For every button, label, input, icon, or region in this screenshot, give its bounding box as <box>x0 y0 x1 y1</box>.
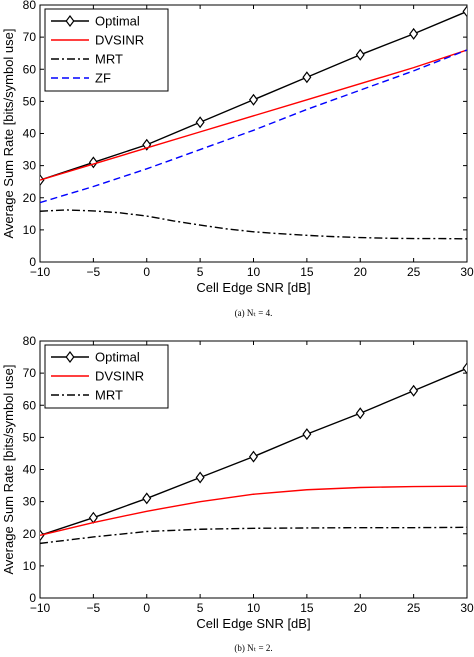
x-tick-label: 15 <box>300 265 314 279</box>
data-point-optimal <box>88 511 98 524</box>
legend-label-mrt: MRT <box>95 388 123 403</box>
y-tick-label: 40 <box>23 463 37 477</box>
x-tick-label: 20 <box>354 601 368 615</box>
series-dvsinr <box>40 49 467 181</box>
legend: Optimal DVSINR MRT ZF <box>44 8 169 92</box>
y-tick-label: 80 <box>23 334 37 348</box>
legend-marker-optimal <box>65 351 75 363</box>
legend-label-mrt: MRT <box>95 52 123 67</box>
x-tick-label: 5 <box>197 601 204 615</box>
x-tick-label: −5 <box>87 265 101 279</box>
legend-label-dvsinr: DVSINR <box>95 33 144 48</box>
chart-a: −10 −5 0 5 10 15 20 25 30 0 10 20 30 40 50 60 70 80 Cell E… <box>1 0 474 318</box>
data-point-optimal <box>462 362 467 375</box>
x-tick-label: 15 <box>300 601 314 615</box>
data-point-optimal <box>195 116 205 129</box>
series-dvsinr <box>40 485 467 537</box>
series-optimal <box>40 362 467 542</box>
y-tick-label: 20 <box>23 527 37 541</box>
data-point-optimal <box>249 450 258 463</box>
y-tick-label: 80 <box>23 0 37 12</box>
y-tick-label: 30 <box>23 159 37 173</box>
data-point-optimal <box>462 5 467 18</box>
y-tick-label: 40 <box>23 127 37 141</box>
data-point-optimal <box>302 428 312 441</box>
series-zf <box>40 49 467 204</box>
data-point-optimal <box>195 471 205 484</box>
data-point-optimal <box>249 93 258 106</box>
data-point-optimal <box>142 492 152 505</box>
x-tick-label: −10 <box>30 601 51 615</box>
data-point-optimal <box>409 27 419 40</box>
legend-label-optimal: Optimal <box>95 14 140 29</box>
series-optimal <box>40 5 467 187</box>
x-tick-label: 25 <box>407 265 421 279</box>
x-tick-label: 30 <box>460 265 474 279</box>
chart-b: −10 −5 0 5 10 15 20 25 30 0 10 20 30 40 50 60 70 80 Cell E… <box>1 334 474 653</box>
legend-label-dvsinr: DVSINR <box>95 369 144 384</box>
data-point-optimal <box>302 71 312 84</box>
data-point-optimal <box>88 156 98 169</box>
data-point-optimal <box>409 384 419 397</box>
x-tick-label: 30 <box>460 601 474 615</box>
x-tick-label: −10 <box>30 265 51 279</box>
y-tick-label: 30 <box>23 495 37 509</box>
x-tick-label: 25 <box>407 601 421 615</box>
series-line-mrt <box>40 209 467 240</box>
series-line-zf <box>40 49 467 204</box>
y-tick-label: 20 <box>23 191 37 205</box>
x-tick-label: 5 <box>197 265 204 279</box>
x-axis-label: Cell Edge SNR [dB] <box>196 616 310 631</box>
series-line-dvsinr <box>40 485 467 537</box>
y-tick-label: 50 <box>23 94 37 108</box>
legend-box <box>44 344 169 409</box>
x-tick-label: 20 <box>354 265 368 279</box>
y-tick-label: 60 <box>23 398 37 412</box>
legend-label-optimal: Optimal <box>95 350 140 365</box>
y-tick-label: 0 <box>29 591 36 605</box>
data-point-optimal <box>355 407 365 420</box>
series-line-mrt <box>40 526 467 545</box>
x-tick-label: 0 <box>143 601 150 615</box>
y-tick-label: 50 <box>23 430 37 444</box>
y-tick-label: 70 <box>23 366 37 380</box>
series-line-dvsinr <box>40 49 467 181</box>
chart-caption: (a) Nₜ = 4. <box>235 308 273 318</box>
y-axis-label: Average Sum Rate [bits/symbol use] <box>1 364 16 574</box>
x-tick-label: 10 <box>247 265 261 279</box>
legend: Optimal DVSINR MRT <box>44 344 169 409</box>
y-tick-label: 0 <box>29 255 36 269</box>
data-point-optimal <box>355 48 365 61</box>
x-axis-label: Cell Edge SNR [dB] <box>196 280 310 295</box>
x-tick-label: 10 <box>247 601 261 615</box>
legend-marker-optimal <box>65 15 75 27</box>
series-mrt <box>40 526 467 545</box>
y-tick-label: 10 <box>23 559 37 573</box>
y-axis-label: Average Sum Rate [bits/symbol use] <box>1 28 16 238</box>
chart-caption: (b) Nₜ = 2. <box>234 643 272 653</box>
x-tick-label: −5 <box>87 601 101 615</box>
series-mrt <box>40 209 467 240</box>
y-tick-label: 10 <box>23 223 37 237</box>
y-tick-label: 60 <box>23 62 37 76</box>
x-tick-label: 0 <box>143 265 150 279</box>
legend-label-zf: ZF <box>95 71 111 86</box>
y-tick-label: 70 <box>23 30 37 44</box>
data-point-optimal <box>40 174 45 187</box>
